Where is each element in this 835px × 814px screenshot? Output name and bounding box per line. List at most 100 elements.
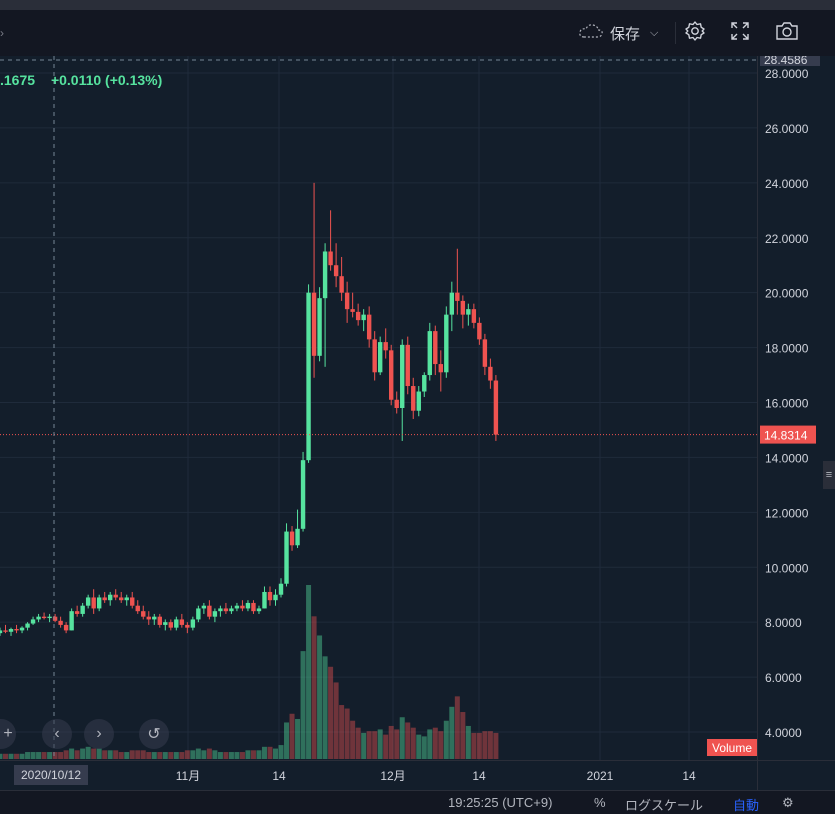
volume-bar: [217, 752, 223, 759]
volume-bar: [405, 722, 411, 759]
chevron-down-icon[interactable]: ⌵: [650, 26, 659, 39]
candle-body: [300, 460, 306, 529]
volume-bar: [0, 753, 3, 759]
candle-body: [146, 616, 151, 620]
volume-bar: [58, 752, 64, 759]
time-tick-label: 2021: [587, 769, 614, 783]
candle-body: [58, 620, 63, 625]
candle-body: [52, 616, 58, 621]
candle-body: [157, 616, 162, 625]
candle-body: [30, 619, 36, 624]
candle-body: [223, 608, 229, 612]
volume-bar: [377, 729, 383, 759]
scroll-left-button[interactable]: ‹: [42, 719, 72, 749]
volume-bar: [96, 748, 102, 759]
settings-button[interactable]: [684, 18, 706, 48]
price-tick-label: 10.0000: [765, 561, 809, 575]
volume-bar: [471, 732, 477, 759]
chevron-left-icon: ‹: [54, 725, 60, 742]
volume-bar: [250, 750, 256, 759]
candle-body: [339, 276, 344, 293]
log-scale-toggle[interactable]: ログスケール: [625, 798, 704, 813]
volume-bar: [311, 616, 317, 759]
toolbar-divider: [675, 22, 676, 44]
candle-body: [25, 623, 30, 628]
gear-icon[interactable]: ⚙: [782, 795, 794, 810]
volume-bar: [366, 731, 372, 759]
candle-body: [400, 344, 405, 408]
scroll-right-button[interactable]: ›: [84, 719, 114, 749]
percent-toggle[interactable]: %: [594, 795, 606, 810]
window-top-band: [0, 0, 835, 10]
volume-bar: [460, 712, 466, 759]
candle-body: [383, 342, 388, 351]
price-axis[interactable]: 4.0000 6.0000 8.0000 10.0000 12.0000 14.0000 1…: [757, 52, 835, 760]
auto-scale-toggle[interactable]: 自動: [733, 798, 760, 813]
volume-bar: [168, 752, 174, 759]
volume-bar: [19, 753, 25, 759]
volume-bar: [295, 718, 301, 759]
volume-bar: [162, 752, 168, 759]
plus-icon: +: [3, 725, 13, 742]
time-axis[interactable]: 11月 14 12月 14 2021 14 2020/10/12: [0, 760, 757, 791]
price-tick-label: 20.0000: [765, 287, 809, 301]
candle-body: [328, 251, 333, 266]
candle-body: [482, 339, 488, 367]
crosshair-price-label: 28.4586: [764, 56, 808, 67]
candle-body: [80, 605, 85, 614]
candle-body: [47, 616, 52, 619]
volume-bar: [63, 750, 69, 759]
candle-body: [14, 629, 19, 631]
save-label: 保存: [610, 25, 641, 43]
candle-body: [355, 311, 361, 321]
volume-bar: [124, 752, 130, 759]
volume-bar: [443, 720, 449, 759]
candle-body: [422, 375, 427, 392]
chart-pane[interactable]: Volume: [0, 56, 757, 760]
candle-body: [256, 608, 262, 612]
drag-handle-icon[interactable]: ≡: [823, 461, 835, 489]
fullscreen-button[interactable]: [730, 18, 750, 48]
time-tick-label: 12月: [380, 769, 405, 783]
price-tick-label: 18.0000: [765, 342, 809, 356]
candle-body: [295, 528, 300, 546]
candle-body: [267, 591, 273, 601]
candle-body: [152, 616, 157, 620]
fullscreen-icon: [730, 21, 750, 46]
reset-chart-button[interactable]: ↺: [139, 719, 169, 749]
volume-bar: [195, 748, 201, 759]
price-tick-label: 16.0000: [765, 397, 809, 411]
volume-bar: [173, 752, 179, 759]
candle-body: [207, 605, 212, 617]
scroll-left-arrow-icon[interactable]: ›: [0, 26, 4, 40]
save-button[interactable]: 保存 ⌵: [578, 18, 658, 48]
candle-body: [19, 627, 25, 631]
candle-body: [306, 292, 311, 461]
candle-body: [240, 605, 245, 609]
volume-bar: [223, 752, 229, 759]
zoom-in-button[interactable]: +: [0, 719, 16, 749]
candle-body: [278, 583, 284, 595]
screenshot-button[interactable]: [775, 18, 799, 48]
volume-bar: [256, 750, 262, 759]
volume-bar: [421, 736, 427, 759]
volume-bar: [41, 752, 47, 759]
volume-bar: [184, 750, 190, 759]
volume-bar: [306, 585, 312, 759]
candlestick-chart[interactable]: Volume: [0, 56, 757, 760]
volume-bar: [284, 722, 290, 759]
volume-bar: [91, 748, 97, 759]
candle-body: [174, 619, 179, 628]
clock-timezone[interactable]: 19:25:25 (UTC+9): [448, 795, 553, 810]
candle-body: [201, 605, 207, 609]
candle-body: [91, 597, 96, 609]
volume-bar: [317, 635, 323, 759]
gear-icon: [684, 20, 706, 47]
volume-bar: [465, 725, 471, 759]
candle-body: [179, 619, 185, 625]
volume-bar: [289, 713, 295, 759]
candle-body: [488, 366, 493, 381]
volume-bar: [102, 750, 108, 759]
volume-bar: [190, 750, 196, 759]
candle-body: [416, 391, 421, 411]
